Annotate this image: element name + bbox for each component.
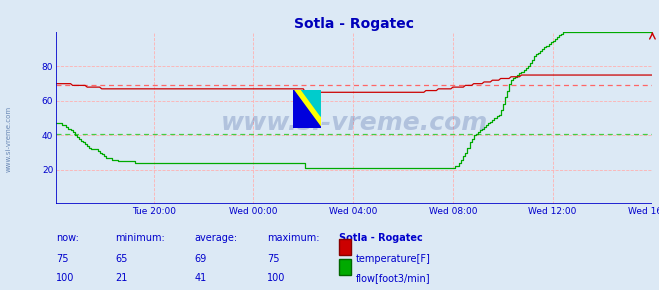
Text: 69: 69 [194,254,207,264]
Text: 65: 65 [115,254,128,264]
Text: www.si-vreme.com: www.si-vreme.com [5,106,11,172]
Text: minimum:: minimum: [115,233,165,243]
Text: 100: 100 [267,273,285,283]
Text: 100: 100 [56,273,74,283]
Text: flow[foot3/min]: flow[foot3/min] [356,273,430,283]
Text: Sotla - Rogatec: Sotla - Rogatec [339,233,423,243]
Text: 75: 75 [267,254,279,264]
Polygon shape [302,90,321,116]
Text: 75: 75 [56,254,69,264]
Text: now:: now: [56,233,79,243]
Text: 21: 21 [115,273,128,283]
Text: www.si-vreme.com: www.si-vreme.com [221,111,488,135]
Polygon shape [293,90,321,128]
Text: 41: 41 [194,273,207,283]
Polygon shape [293,90,321,128]
Title: Sotla - Rogatec: Sotla - Rogatec [294,17,415,31]
Text: maximum:: maximum: [267,233,320,243]
Text: temperature[F]: temperature[F] [356,254,431,264]
Text: average:: average: [194,233,237,243]
